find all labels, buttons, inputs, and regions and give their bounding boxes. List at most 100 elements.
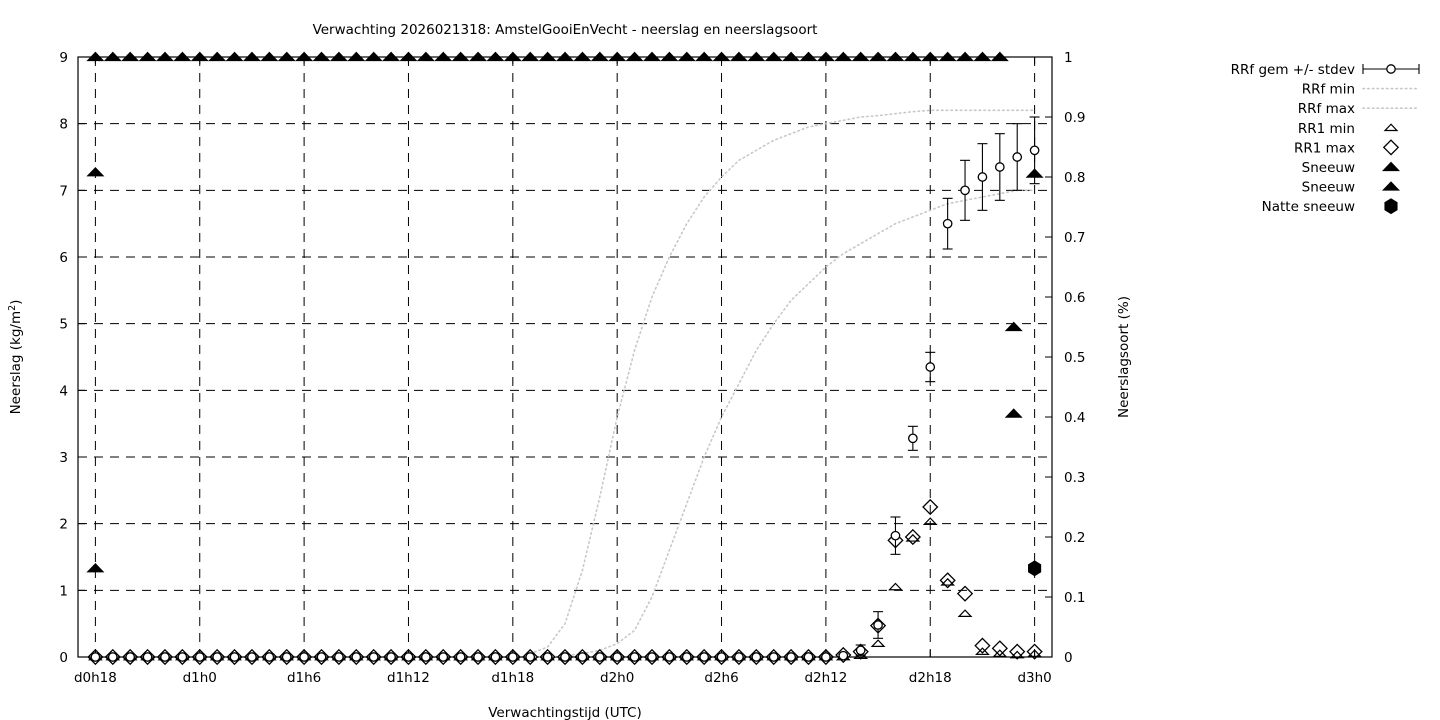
legend-label-7: Natte sneeuw <box>1262 199 1355 215</box>
rrf-gem-marker <box>664 652 675 662</box>
ytick-label-left: 0 <box>59 650 68 666</box>
rrf-gem-marker <box>977 172 988 182</box>
rrf-gem-marker <box>473 652 483 662</box>
rrf-gem-marker <box>386 652 396 662</box>
rr1-min-marker <box>1009 650 1025 659</box>
rrf-gem-marker <box>177 652 188 662</box>
rrf-gem-marker <box>960 185 970 196</box>
rr1-max-marker <box>922 498 939 516</box>
xtick-label: d2h12 <box>804 670 847 686</box>
snow-marker <box>173 51 192 62</box>
snow-marker <box>225 51 244 62</box>
legend-label-2: RRf max <box>1298 101 1355 117</box>
rrf-gem-marker <box>994 162 1005 172</box>
rrf-gem-marker <box>890 530 901 541</box>
rrf-gem-marker <box>403 652 414 662</box>
rr1-max-marker <box>400 648 417 666</box>
xtick-label: d1h6 <box>287 670 321 686</box>
rrf-gem-marker <box>281 652 292 662</box>
legend-label-4: RR1 max <box>1294 140 1355 156</box>
snow-marker <box>86 166 105 177</box>
snow-marker <box>1004 408 1023 418</box>
snow-marker <box>486 51 505 62</box>
rr1-max-marker <box>330 648 348 666</box>
rr1-min-marker <box>922 517 938 526</box>
ytick-label-right: 0.5 <box>1064 350 1085 366</box>
rrf-gem-marker <box>125 652 136 662</box>
rrf-gem-marker <box>803 652 814 662</box>
rrf-gem-marker <box>525 652 536 662</box>
rrf-gem-marker <box>560 652 570 662</box>
snow-marker <box>86 51 105 62</box>
rr1-max-marker <box>261 648 278 666</box>
rrf-gem-marker <box>264 652 275 662</box>
ytick-label-right: 1 <box>1064 50 1073 66</box>
rr1-max-marker <box>730 648 748 666</box>
rrf-gem-marker <box>821 652 831 662</box>
snow-marker <box>260 51 279 62</box>
snow-marker <box>538 51 557 62</box>
snow-marker <box>347 51 366 62</box>
ytick-label-right: 0.3 <box>1064 470 1085 486</box>
snow-marker <box>451 51 470 62</box>
snow-marker <box>416 51 435 62</box>
snow-marker <box>642 51 661 62</box>
rr1-max-marker <box>835 646 852 664</box>
rr1-max-marker <box>904 528 921 546</box>
natte-sneeuw-marker <box>1028 560 1042 577</box>
rr1-min-marker <box>957 609 973 618</box>
legend-label-0: RRf gem +/- stdev <box>1231 62 1355 78</box>
rrf-gem-marker <box>334 652 344 662</box>
snow-marker <box>956 51 975 62</box>
rr1-max-marker <box>174 648 191 666</box>
snow-marker <box>869 51 888 62</box>
rrf-gem-marker <box>594 652 605 662</box>
rr1-max-marker <box>643 648 661 666</box>
rr1-max-marker <box>939 572 956 589</box>
rr1-max-marker <box>209 648 226 666</box>
rrf-gem-marker <box>1386 64 1396 74</box>
rrf-gem-marker <box>612 652 623 662</box>
snow-marker <box>990 51 1009 62</box>
chart-title: Verwachting 2026021318: AmstelGooiEnVech… <box>313 22 818 38</box>
snow-marker <box>712 51 731 62</box>
rrf-gem-marker <box>438 652 449 662</box>
snow-marker <box>573 51 592 62</box>
rrf-gem-marker <box>838 650 849 661</box>
ytick-label-left: 9 <box>59 50 68 66</box>
snow-marker <box>903 51 922 62</box>
rr1-max-marker <box>452 648 469 666</box>
xtick-label: d3h0 <box>1017 670 1051 686</box>
xtick-label: d1h18 <box>491 670 534 686</box>
snow-marker <box>329 51 348 62</box>
rr1-max-marker <box>1026 643 1043 660</box>
ytick-label-right: 0 <box>1064 650 1073 666</box>
rrf-gem-marker <box>647 652 657 662</box>
rr1-max-marker <box>748 648 765 666</box>
xtick-label: d1h0 <box>183 670 217 686</box>
rr1-min-marker <box>870 639 886 648</box>
rr1-max-marker <box>504 648 521 666</box>
rrf-gem-marker <box>751 652 762 662</box>
yaxis-label-left: Neerslag (kg/m2) <box>7 300 25 415</box>
rrf-gem-marker <box>507 652 518 662</box>
rr1-max-marker <box>313 648 330 666</box>
rr1-max-marker <box>626 648 643 666</box>
rr1-max-marker <box>991 640 1008 657</box>
rr1-max-marker <box>852 643 869 660</box>
rr1-max-marker <box>574 648 591 666</box>
rr1-max-marker <box>278 648 295 666</box>
rrf-gem-marker <box>490 652 501 662</box>
snow-marker <box>312 51 331 62</box>
snow-marker <box>834 51 853 62</box>
snow-marker <box>764 51 783 62</box>
rrf-gem-marker <box>786 652 796 662</box>
rrf-gem-marker <box>160 652 170 662</box>
snow-marker <box>921 51 940 62</box>
rr1-max-marker <box>487 648 504 666</box>
legend-label-6: Sneeuw <box>1302 180 1355 196</box>
rr1-max-marker <box>191 648 208 666</box>
snow-marker <box>660 51 679 62</box>
xtick-label: d2h0 <box>600 670 634 686</box>
